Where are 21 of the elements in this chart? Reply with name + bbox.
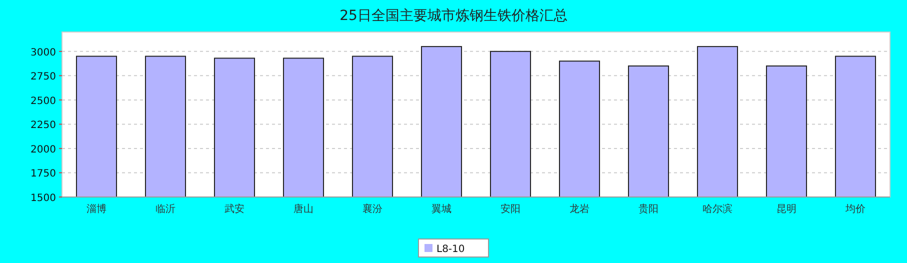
x-tick-label: 安阳 [500,203,520,215]
x-tick-label: 昆明 [776,204,796,215]
x-tick-label: 哈尔滨 [702,203,732,215]
y-tick-label: 1750 [30,168,56,180]
y-tick-label: 2500 [30,96,56,107]
x-tick-label: 襄汾 [362,203,382,215]
x-tick-label: 唐山 [294,203,314,215]
x-tick-label: 武安 [224,203,244,215]
y-tick-label: 2750 [30,72,56,83]
x-tick-label: 淄博 [86,203,106,215]
legend: L8-10 [418,238,489,258]
title: 25日全国主要城市炼钢生铁价格汇总 [340,8,568,24]
x-tick-label: 翼城 [432,203,452,215]
x-tick-label: 均价 [844,203,866,215]
x-tick-label: 龙岩 [570,203,590,215]
y-tick-label: 2000 [30,144,56,156]
x-tick-label: 临沂 [156,203,176,215]
y-tick-label: 2250 [30,120,56,132]
y-tick-label: 3000 [30,47,56,58]
y-tick-label: 1500 [30,193,56,204]
x-tick-label: 贵阳 [638,203,658,215]
